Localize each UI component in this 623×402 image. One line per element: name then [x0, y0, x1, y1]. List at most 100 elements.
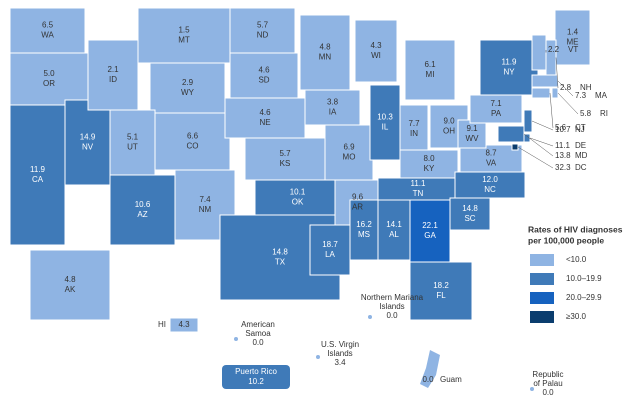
state-rate: 6.5 [42, 21, 54, 30]
state [554, 9, 591, 66]
state [449, 197, 491, 231]
state-rate: 10.1 [290, 188, 306, 197]
callout-line [557, 80, 574, 97]
state-abbr: CO [187, 142, 199, 151]
state [229, 7, 296, 54]
state-rate: 4.8 [319, 43, 331, 52]
state-abbr: NY [503, 68, 515, 77]
state [304, 89, 361, 126]
state-rate: 5.8 [580, 109, 592, 118]
states-layer [9, 7, 591, 391]
territory-rate: 10.2 [248, 377, 264, 386]
state-abbr: HI [158, 320, 166, 329]
territory-rate: 0.0 [386, 311, 398, 320]
state [497, 125, 525, 143]
state [469, 94, 523, 124]
state-rate: 2.2 [548, 45, 560, 54]
state-abbr: PA [491, 109, 502, 118]
state [224, 97, 306, 139]
territory [222, 365, 290, 389]
state-rate: 11.1 [555, 141, 571, 150]
state-abbr: DE [575, 141, 586, 150]
territory-name: Republic [532, 370, 563, 379]
state-abbr: WA [41, 31, 54, 40]
territory [234, 337, 238, 341]
state [9, 52, 89, 106]
legend-swatch [530, 311, 554, 323]
state-abbr: NE [259, 118, 270, 127]
state-abbr: MI [426, 70, 435, 79]
territory-name: Guam [440, 375, 462, 384]
state-rate: 7.3 [575, 91, 587, 100]
callout-line [517, 146, 554, 169]
state-rate: 5.1 [127, 133, 139, 142]
state [349, 199, 379, 261]
state [399, 149, 459, 179]
callout-line [529, 137, 554, 147]
legend-label: 20.0–29.9 [566, 293, 602, 302]
state [409, 261, 473, 321]
state-rate: 4.8 [64, 275, 76, 284]
state-abbr: SD [258, 76, 269, 85]
state [324, 124, 374, 181]
state [454, 171, 526, 199]
state-abbr: SC [464, 214, 475, 223]
state-abbr: IA [329, 108, 337, 117]
state [154, 112, 231, 171]
callout-line [555, 57, 559, 89]
state-rate: 9.6 [352, 193, 364, 202]
state-rate: 5.7 [279, 149, 291, 158]
territory [530, 387, 534, 391]
state-abbr: ME [567, 38, 579, 47]
state-abbr: IL [382, 123, 389, 132]
state-rate: 22.1 [422, 221, 438, 230]
state-rate: 11.9 [502, 58, 518, 67]
state-rate: 18.7 [322, 240, 338, 249]
state-rate: 14.1 [386, 220, 402, 229]
state-abbr: AL [389, 230, 399, 239]
callout-line [557, 92, 579, 115]
state-rate: 3.8 [327, 98, 339, 107]
state-abbr: MA [595, 91, 608, 100]
state-abbr: NV [82, 143, 94, 152]
state-abbr: AZ [137, 210, 147, 219]
state-rate: 2.1 [107, 65, 119, 74]
state-abbr: ID [109, 75, 117, 84]
state [531, 34, 547, 71]
state-rate: 11.9 [30, 165, 46, 174]
state-rate: 7.4 [199, 195, 211, 204]
state-rate: 5.6 [555, 123, 567, 132]
callout-line [531, 120, 554, 131]
state [109, 109, 156, 176]
callout-line [523, 133, 554, 157]
territory-rate: 3.4 [334, 358, 346, 367]
state [354, 19, 398, 83]
territory-rate: 0.0 [542, 388, 554, 397]
state-abbr: OR [43, 79, 55, 88]
state-rate: 18.2 [433, 281, 449, 290]
state-rate: 5.0 [43, 69, 55, 78]
legend-title: per 100,000 people [528, 235, 604, 245]
state-abbr: NJ [575, 125, 585, 134]
state-rate: 13.8 [555, 151, 571, 160]
state [531, 74, 559, 88]
territory [316, 355, 320, 359]
state-rate: 9.0 [443, 117, 455, 126]
state [523, 109, 533, 133]
state-rate: 2.9 [182, 78, 194, 87]
state-abbr: VT [568, 45, 578, 54]
state [29, 249, 111, 321]
state-rate: 9.1 [466, 124, 478, 133]
legend-label: 10.0–19.9 [566, 274, 602, 283]
territory-name: of Palau [533, 379, 562, 388]
state-abbr: ND [257, 31, 269, 40]
legend-label: <10.0 [566, 255, 587, 264]
state [531, 87, 551, 99]
state-rate: 6.6 [187, 132, 199, 141]
state-abbr: RI [600, 109, 608, 118]
callout-line [549, 92, 554, 129]
state-rate: 8.7 [485, 149, 497, 158]
territory-name: Puerto Rico [235, 367, 277, 376]
state-rate: 12.0 [482, 175, 498, 184]
state-rate: 10.3 [377, 113, 393, 122]
